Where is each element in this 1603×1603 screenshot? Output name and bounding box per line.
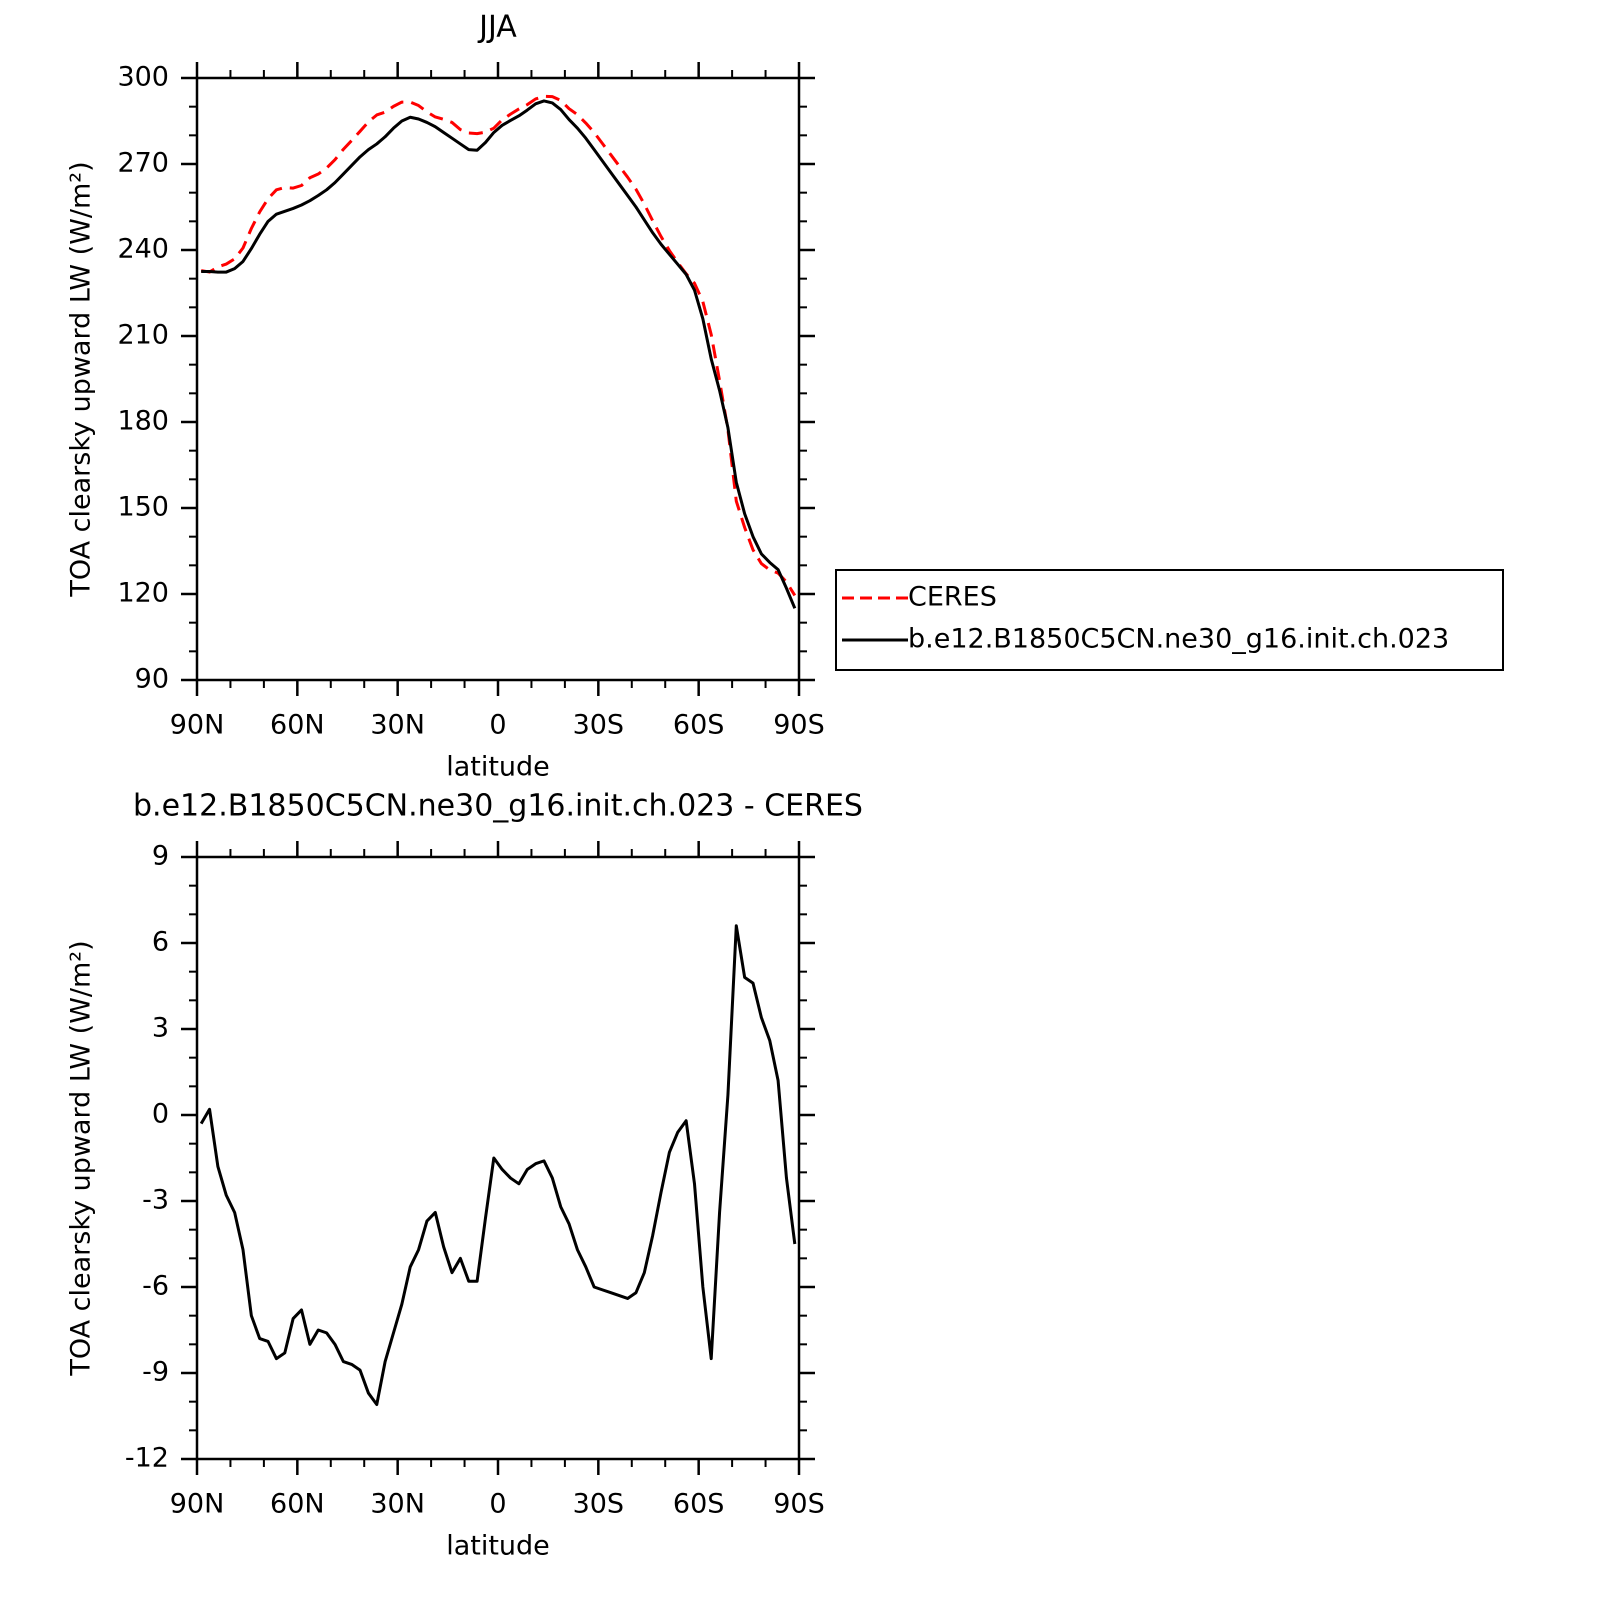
x-tick-label: 30N xyxy=(370,710,425,741)
y-tick-label: -6 xyxy=(142,1271,169,1302)
x-tick-label: 30N xyxy=(370,1489,425,1520)
x-tick-label: 60N xyxy=(270,1489,325,1520)
legend-label: b.e12.B1850C5CN.ne30_g16.init.ch.023 xyxy=(908,624,1449,655)
y-tick-label: -12 xyxy=(125,1443,169,1474)
y-tick-label: -9 xyxy=(142,1357,169,1388)
y-axis-label: TOA clearsky upward LW (W/m²) xyxy=(66,161,97,597)
series-line xyxy=(200,94,797,597)
x-tick-label: 60S xyxy=(673,710,725,741)
y-tick-label: 120 xyxy=(117,578,169,609)
chart-title: b.e12.B1850C5CN.ne30_g16.init.ch.023 - C… xyxy=(133,789,863,824)
plot-frame xyxy=(195,76,801,682)
y-axis-label: TOA clearsky upward LW (W/m²) xyxy=(66,940,97,1376)
y-tick-label: 90 xyxy=(135,664,169,695)
y-tick-label: 3 xyxy=(152,1013,169,1044)
chart-title: JJA xyxy=(477,10,517,45)
series-line xyxy=(201,99,797,609)
y-tick-label: 180 xyxy=(117,406,169,437)
x-axis-label: latitude xyxy=(446,752,550,783)
x-tick-label: 30S xyxy=(573,710,625,741)
y-tick-label: 9 xyxy=(152,841,169,872)
legend-label: CERES xyxy=(908,582,997,613)
x-tick-label: 60N xyxy=(270,710,325,741)
y-tick-label: 210 xyxy=(117,320,169,351)
legend-box xyxy=(835,569,1504,671)
plot-frame xyxy=(195,855,801,1461)
x-tick-label: 60S xyxy=(673,1489,725,1520)
y-tick-label: -3 xyxy=(142,1185,169,1216)
x-tick-label: 90N xyxy=(170,710,225,741)
x-tick-label: 90S xyxy=(773,1489,825,1520)
x-tick-label: 0 xyxy=(489,1489,506,1520)
y-tick-label: 300 xyxy=(117,62,169,93)
y-tick-label: 240 xyxy=(117,234,169,265)
series-line xyxy=(199,924,797,1407)
y-tick-label: 150 xyxy=(117,492,169,523)
x-tick-label: 30S xyxy=(573,1489,625,1520)
x-tick-label: 90N xyxy=(170,1489,225,1520)
y-tick-label: 0 xyxy=(152,1099,169,1130)
x-tick-label: 90S xyxy=(773,710,825,741)
x-tick-label: 0 xyxy=(489,710,506,741)
x-axis-label: latitude xyxy=(446,1531,550,1562)
y-tick-label: 270 xyxy=(117,148,169,179)
y-tick-label: 6 xyxy=(152,927,169,958)
